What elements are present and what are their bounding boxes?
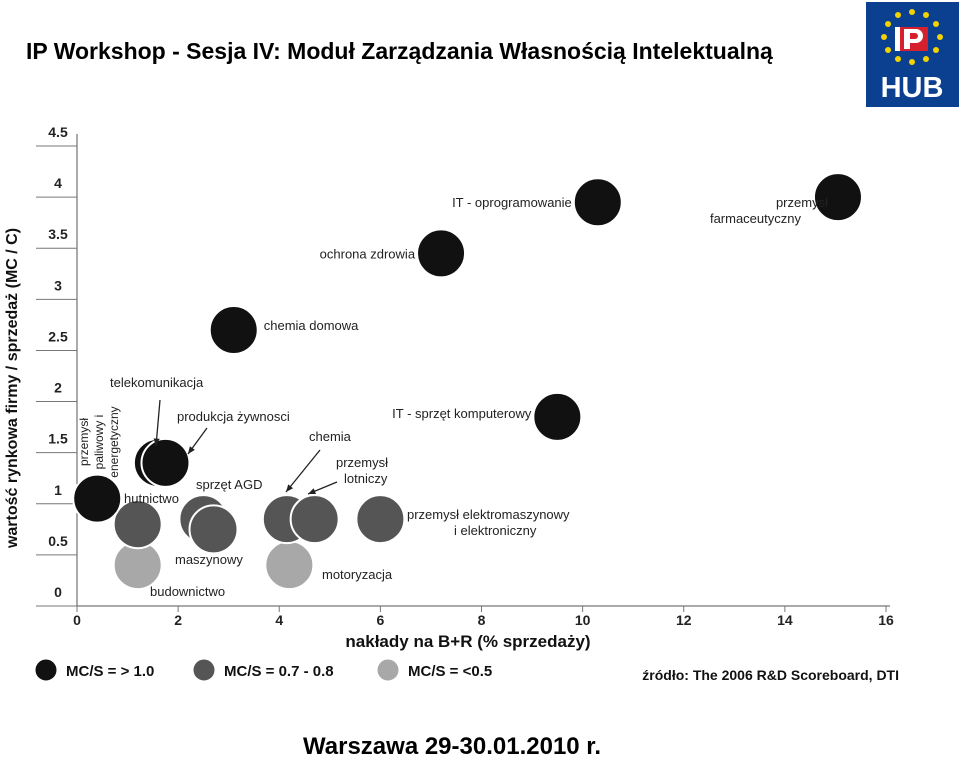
x-tick-label: 6: [376, 612, 384, 628]
data-point: [355, 494, 406, 545]
x-tick-label: 2: [174, 612, 182, 628]
point-label: telekomunikacja: [110, 375, 204, 390]
point-label: IT - oprogramowanie: [452, 195, 572, 210]
point-label: IT - sprzęt komputerowy: [392, 406, 532, 421]
x-tick-label: 4: [275, 612, 283, 628]
point-label: budownictwo: [150, 584, 225, 599]
data-point: [208, 305, 259, 355]
point-label: produkcja żywnosci: [177, 409, 290, 424]
data-point: [289, 494, 340, 545]
data-point: [532, 391, 583, 442]
point-label: maszynowy: [175, 552, 243, 567]
data-point: [264, 540, 315, 591]
page-title: IP Workshop - Sesja IV: Moduł Zarządzani…: [26, 38, 773, 64]
point-label: i elektroniczny: [454, 523, 537, 538]
point-label: energetyczny: [107, 406, 121, 477]
point-label: farmaceutyczny: [710, 211, 802, 226]
ip-hub-logo: HUB: [866, 2, 959, 107]
x-tick-label: 0: [73, 612, 81, 628]
y-tick-label: 1: [54, 482, 62, 498]
x-tick-label: 16: [878, 612, 894, 628]
x-tick-label: 12: [676, 612, 692, 628]
y-tick-label: 3.5: [48, 226, 68, 242]
point-label: paliwowy i: [92, 415, 106, 470]
y-axis-label: wartość rynkowa firmy / sprzedaż (MC / C…: [4, 228, 21, 549]
annotation-arrow: [285, 449, 321, 493]
data-point: [416, 228, 467, 279]
legend-marker: [192, 658, 216, 682]
data-point: [812, 172, 863, 223]
data-point: [72, 473, 123, 524]
legend-marker: [376, 658, 400, 682]
x-axis-label: nakłady na B+R (% sprzedaży): [345, 632, 590, 651]
point-label: chemia: [309, 429, 352, 444]
x-tick-label: 10: [575, 612, 591, 628]
data-point: [112, 499, 163, 550]
legend-marker: [34, 658, 58, 682]
point-label: chemia domowa: [264, 318, 359, 333]
point-label: przemysł: [776, 195, 828, 210]
y-tick-label: 0.5: [48, 533, 68, 549]
y-tick-label: 1.5: [48, 431, 68, 447]
arrow-head: [286, 484, 294, 492]
arrow-head: [308, 488, 316, 495]
point-label: sprzęt AGD: [196, 477, 262, 492]
data-point: [188, 504, 239, 555]
point-label: przemysł elektromaszynowy: [407, 507, 570, 522]
arrow-head: [153, 438, 160, 446]
data-point: [140, 437, 191, 488]
point-label: ochrona zdrowia: [320, 246, 416, 261]
x-tick-label: 8: [478, 612, 486, 628]
y-tick-label: 2: [54, 380, 62, 396]
footer-date: Warszawa 29-30.01.2010 r.: [303, 733, 601, 760]
y-tick-label: 3: [54, 277, 62, 293]
y-tick-label: 4.5: [48, 124, 68, 140]
legend-label: MC/S = 0.7 - 0.8: [224, 663, 334, 680]
point-label: przemysł: [77, 418, 91, 466]
y-tick-label: 4: [54, 175, 62, 191]
y-tick-label: 0: [54, 584, 62, 600]
x-tick-label: 14: [777, 612, 793, 628]
point-label: przemysł: [336, 455, 388, 470]
point-label: hutnictwo: [124, 491, 179, 506]
y-tick-label: 2.5: [48, 328, 68, 344]
data-point: [572, 177, 623, 228]
point-label: lotniczy: [344, 471, 388, 486]
legend-label: MC/S = <0.5: [408, 663, 492, 680]
svg-text:HUB: HUB: [881, 72, 944, 104]
legend-label: MC/S = > 1.0: [66, 663, 154, 680]
source-note: źródło: The 2006 R&D Scoreboard, DTI: [642, 667, 899, 683]
annotation-arrow: [155, 399, 161, 447]
arrow-head: [188, 446, 195, 454]
point-label: motoryzacja: [322, 567, 393, 582]
scatter-chart: 0 0.5 1 1.5 2 2.5 3 3.5 4 4.5 0 2 4 6 8 10 12 14 16 nakłady…: [4, 124, 899, 683]
